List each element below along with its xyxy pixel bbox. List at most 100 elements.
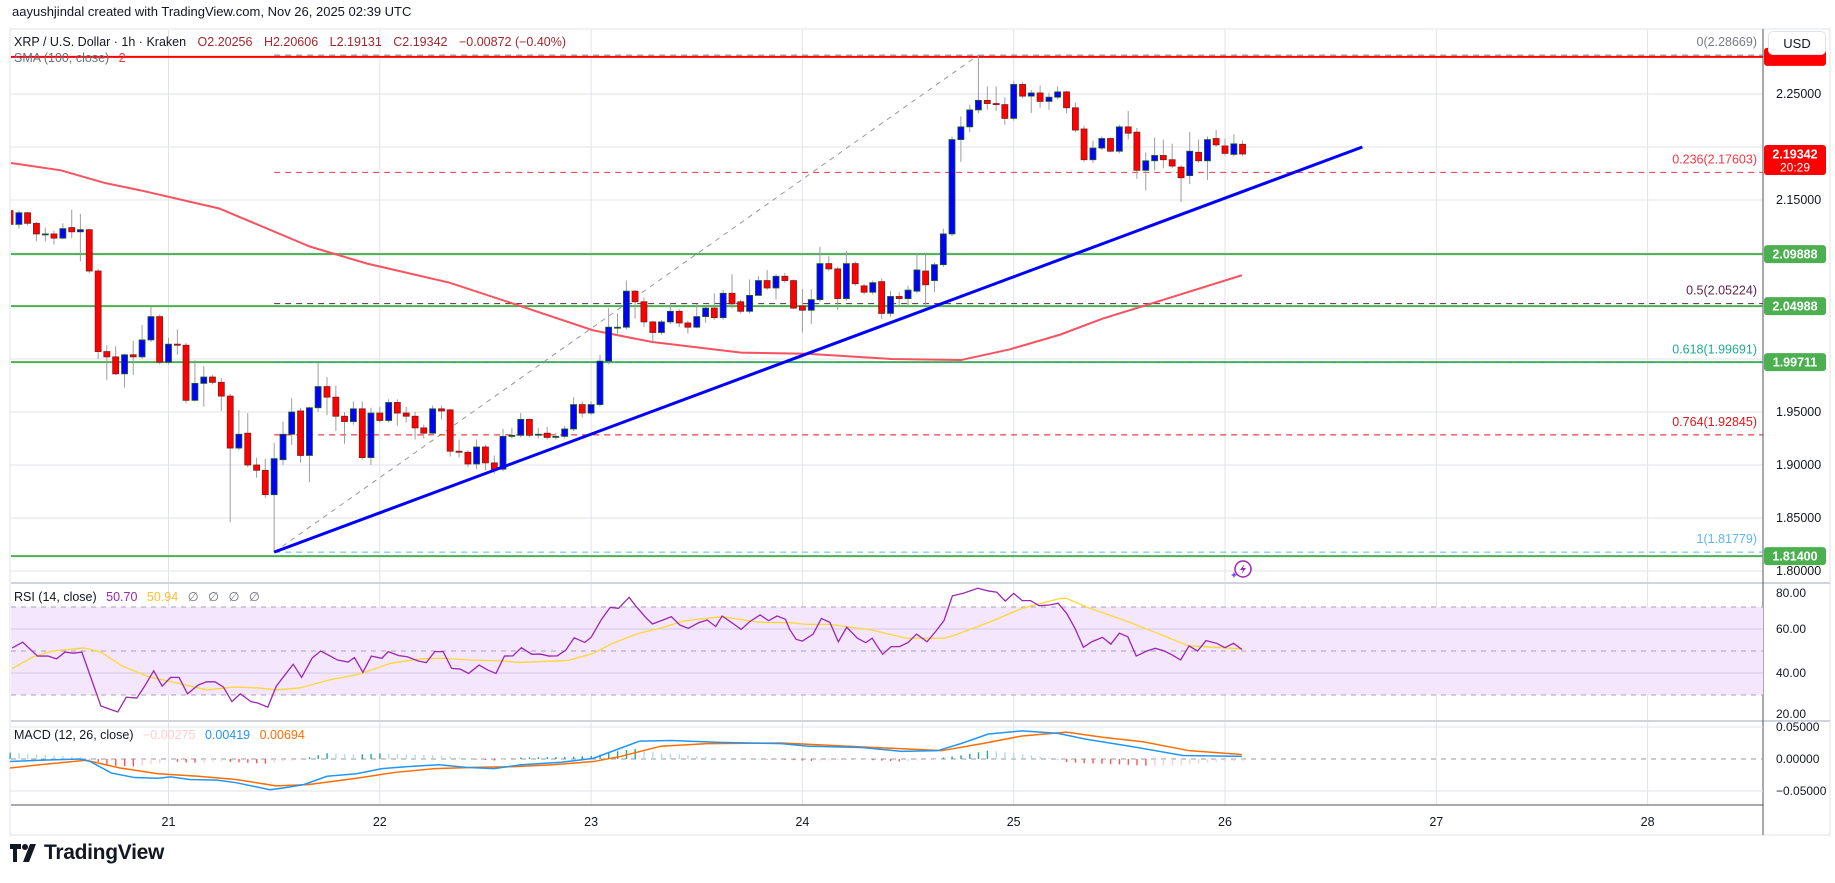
price-line-tag-label: 2.04988	[1772, 300, 1817, 314]
candle	[226, 393, 234, 523]
candle	[253, 457, 261, 478]
macd-tick-label: −0.05000	[1776, 784, 1827, 798]
candle-body-up	[719, 292, 727, 319]
macd-histogram-bar	[159, 759, 161, 764]
candle	[975, 55, 982, 114]
candle-body-down	[922, 270, 929, 286]
macd-histogram-bar	[475, 759, 478, 760]
tradingview-logo[interactable]: TradingView	[10, 840, 164, 866]
candle	[1177, 165, 1185, 203]
candle	[59, 223, 67, 240]
macd-legend-label[interactable]: MACD (12, 26, close)	[14, 728, 134, 742]
macd-signal-line[interactable]	[9, 731, 1242, 787]
macd-histogram-bar	[590, 755, 592, 759]
macd-histogram-bar	[951, 756, 953, 759]
fib-ratio: 0.5	[1686, 284, 1703, 298]
candle-body-down	[50, 233, 58, 239]
macd-histogram-bar	[1092, 759, 1094, 764]
rsi-tick-label: 20.00	[1776, 707, 1806, 721]
candle-body-up	[1115, 126, 1123, 152]
candle	[710, 293, 718, 320]
rsi-empty-value: ∅	[228, 590, 240, 604]
candle-body-up	[59, 228, 67, 239]
macd-histogram-bar	[1180, 759, 1182, 766]
candle-body-down	[543, 432, 551, 438]
candle	[693, 303, 701, 329]
sma-100-line[interactable]	[10, 162, 1243, 362]
candle	[596, 354, 604, 407]
time-tick-label: 22	[373, 815, 387, 829]
price-tick-label: 1.85000	[1776, 511, 1821, 525]
macd-histogram-bar	[176, 759, 179, 762]
candle-body-up	[41, 233, 49, 236]
fib-price: (2.05224)	[1703, 284, 1757, 298]
candle-body-up	[939, 233, 947, 266]
macd-histogram-bar	[1206, 759, 1209, 763]
fib-price: (2.17603)	[1703, 152, 1757, 166]
macd-histogram-bar	[132, 759, 135, 767]
chart-frame	[9, 28, 1831, 836]
currency-selector[interactable]: USD	[1768, 31, 1826, 55]
symbol-title[interactable]: XRP / U.S. Dollar · 1h · Kraken	[14, 35, 187, 49]
candle	[790, 279, 797, 310]
macd-tick-label: 0.05000	[1776, 720, 1820, 734]
time-tick-label: 25	[1007, 815, 1021, 829]
candle-body-up	[816, 263, 824, 301]
candle-body-up	[288, 411, 296, 435]
candle-body-up	[561, 428, 569, 437]
time-tick-label: 26	[1218, 815, 1232, 829]
macd-histogram-bar	[308, 757, 311, 759]
candle	[755, 276, 762, 296]
candle-body-up	[693, 316, 701, 328]
candle	[552, 433, 560, 440]
macd-histogram-bar	[1039, 756, 1041, 759]
fib-price: (1.81779)	[1703, 532, 1757, 546]
macd-histogram-bar	[141, 759, 143, 766]
candle-body-down	[1080, 128, 1088, 161]
macd-histogram-bar	[335, 753, 337, 759]
candle-body-up	[957, 126, 965, 140]
candle	[781, 273, 789, 283]
rsi-tick-label: 60.00	[1776, 622, 1806, 636]
candle	[288, 398, 296, 445]
rsi-legend-label[interactable]: RSI (14, close)	[14, 590, 97, 604]
candle	[728, 274, 736, 309]
rsi-line[interactable]	[11, 587, 1243, 713]
candle-body-down	[182, 344, 190, 401]
main-pane	[10, 54, 1763, 558]
ascending-trendline[interactable]	[273, 145, 1363, 554]
candle-body-down	[799, 305, 806, 311]
candle	[1019, 82, 1026, 99]
macd-histogram-bar	[150, 759, 152, 765]
macd-histogram-bar	[872, 759, 874, 761]
candle-body-down	[393, 402, 401, 414]
candle-body-down	[446, 409, 454, 452]
macd-line[interactable]	[9, 730, 1242, 791]
candle-body-up	[755, 280, 762, 296]
change-value: −0.00872 (−0.40%)	[458, 35, 567, 49]
candle	[200, 366, 208, 407]
macd-histogram-bar	[352, 754, 355, 759]
macd-histogram-bar	[1057, 759, 1059, 760]
macd-histogram-bar	[537, 757, 540, 759]
candle	[517, 413, 525, 438]
candle-body-down	[217, 381, 225, 397]
lightning-alert-icon[interactable]	[1231, 560, 1252, 578]
macd-histogram-bar	[634, 749, 636, 759]
candle-body-down	[33, 222, 40, 235]
candle-body-up	[869, 282, 877, 293]
candle	[76, 213, 84, 262]
candle-body-up	[772, 275, 780, 289]
candle	[1142, 152, 1150, 191]
macd-histogram-bar	[643, 749, 645, 759]
candle-body-down	[1036, 92, 1044, 102]
sma-legend-label[interactable]: SMA (100, close)	[14, 51, 110, 65]
candle	[11, 210, 14, 225]
candle-body-up	[473, 446, 480, 465]
candle-body-up	[913, 269, 921, 292]
candle-body-down	[94, 270, 102, 352]
candle	[1063, 90, 1070, 114]
candle-body-up	[807, 299, 815, 311]
candle-body-down	[649, 321, 657, 333]
